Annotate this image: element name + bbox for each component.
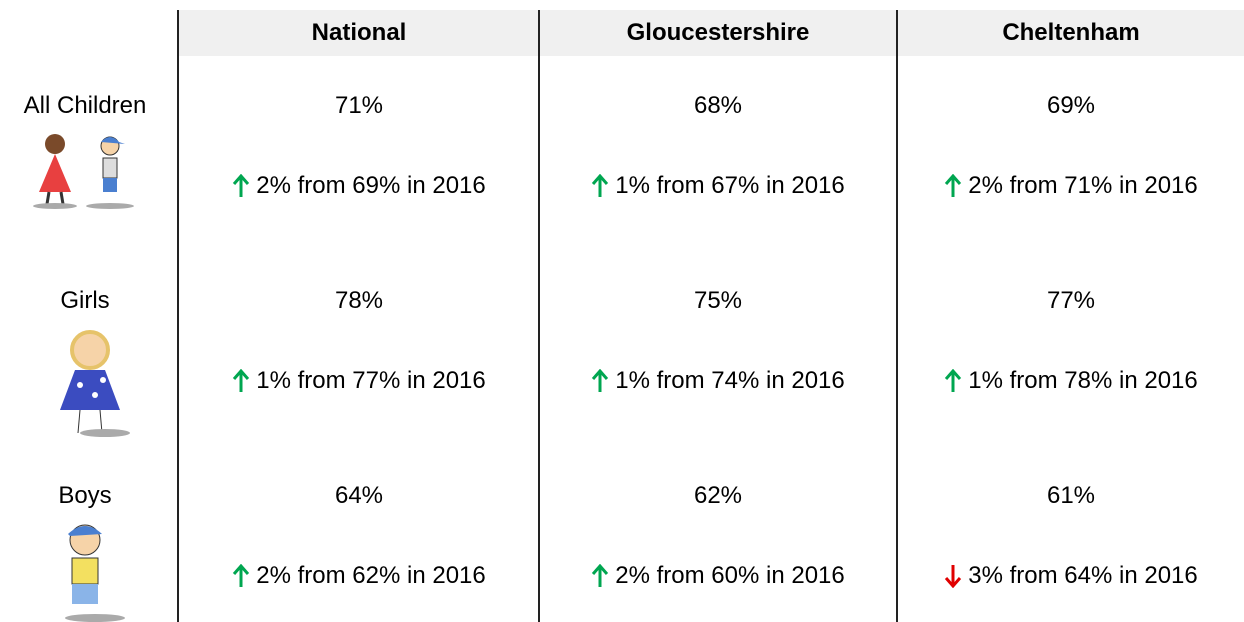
value: 77%: [898, 287, 1244, 315]
girl-icon: [45, 325, 135, 440]
arrow-up: [591, 369, 609, 393]
change-text: 2% from 62% in 2016: [256, 562, 485, 590]
row-label: Boys: [0, 482, 170, 510]
arrow-up: [944, 369, 962, 393]
change-text: 2% from 60% in 2016: [615, 562, 844, 590]
children-icon: [25, 130, 135, 210]
arrow-up: [232, 369, 250, 393]
value: 64%: [180, 482, 538, 510]
change: 1% from 74% in 2016: [540, 361, 896, 401]
change: 3% from 64% in 2016: [898, 556, 1244, 596]
row-label: Girls: [0, 287, 170, 315]
value: 69%: [898, 92, 1244, 120]
change-text: 2% from 69% in 2016: [256, 172, 485, 200]
change: 1% from 78% in 2016: [898, 361, 1244, 401]
value: 78%: [180, 287, 538, 315]
value: 62%: [540, 482, 896, 510]
arrow-down: [944, 564, 962, 588]
change-text: 2% from 71% in 2016: [968, 172, 1197, 200]
value: 61%: [898, 482, 1244, 510]
value: 75%: [540, 287, 896, 315]
column-header: National: [180, 10, 538, 56]
column-header: Cheltenham: [898, 10, 1244, 56]
column-divider: [177, 10, 179, 622]
arrow-up: [232, 174, 250, 198]
value: 71%: [180, 92, 538, 120]
column-header: Gloucestershire: [540, 10, 896, 56]
arrow-up: [944, 174, 962, 198]
change: 2% from 60% in 2016: [540, 556, 896, 596]
change-text: 1% from 78% in 2016: [968, 367, 1197, 395]
row-label: All Children: [0, 92, 170, 120]
arrow-up: [232, 564, 250, 588]
page: NationalGloucestershireCheltenham All Chi…: [0, 0, 1244, 622]
arrow-up: [591, 564, 609, 588]
change: 1% from 77% in 2016: [180, 361, 538, 401]
change: 1% from 67% in 2016: [540, 166, 896, 206]
change-text: 1% from 74% in 2016: [615, 367, 844, 395]
change: 2% from 62% in 2016: [180, 556, 538, 596]
change-text: 1% from 67% in 2016: [615, 172, 844, 200]
change-text: 3% from 64% in 2016: [968, 562, 1197, 590]
change: 2% from 71% in 2016: [898, 166, 1244, 206]
change: 2% from 69% in 2016: [180, 166, 538, 206]
change-text: 1% from 77% in 2016: [256, 367, 485, 395]
arrow-up: [591, 174, 609, 198]
value: 68%: [540, 92, 896, 120]
boy-icon: [40, 520, 135, 622]
